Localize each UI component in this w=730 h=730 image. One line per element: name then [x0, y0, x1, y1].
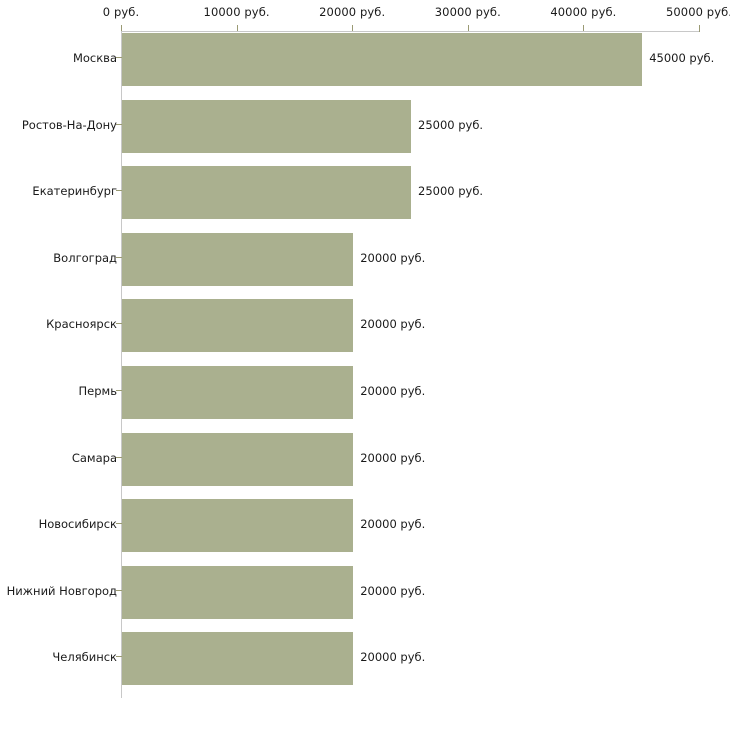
bar[interactable]: [122, 232, 354, 286]
category-label: Новосибирск: [38, 517, 117, 532]
bar[interactable]: [122, 166, 411, 220]
x-axis-tick-mark: [583, 25, 584, 32]
y-axis-line: [121, 32, 122, 698]
bar-row: Самара 20000 руб.: [0, 432, 730, 500]
bar-value-label: 45000 руб.: [649, 51, 715, 65]
y-axis-tick-mark: [116, 589, 122, 591]
bar-row: Пермь 20000 руб.: [0, 365, 730, 433]
bar-row: Новосибирск 20000 руб.: [0, 498, 730, 566]
bar[interactable]: [122, 99, 411, 153]
bar-value-label: 20000 руб.: [360, 517, 426, 532]
x-axis-tick-label: 40000 руб.: [550, 5, 617, 19]
plot-area: Москва 45000 руб. Ростов-На-Дону 25000 р…: [0, 32, 730, 730]
bar-value-label: 20000 руб.: [360, 250, 426, 265]
y-axis-tick-mark: [116, 190, 122, 192]
y-axis-tick-mark: [116, 256, 122, 258]
bar-value-label: 20000 руб.: [360, 650, 426, 665]
bar-row: Нижний Новгород 20000 руб.: [0, 565, 730, 633]
category-label: Нижний Новгород: [6, 583, 117, 598]
bar-row: Челябинск 20000 руб.: [0, 631, 730, 699]
y-axis-tick-mark: [116, 523, 122, 525]
x-axis-tick-mark: [237, 25, 238, 32]
bar-row: Красноярск 20000 руб.: [0, 298, 730, 366]
y-axis-tick-mark: [116, 123, 122, 125]
bar[interactable]: [122, 499, 354, 553]
x-axis-tick-mark: [468, 25, 469, 32]
bar-row: Волгоград 20000 руб.: [0, 232, 730, 300]
category-label: Пермь: [78, 384, 117, 398]
x-axis-tick-mark: [121, 25, 122, 32]
x-axis-tick-mark: [352, 25, 353, 32]
bar-value-label: 25000 руб.: [418, 117, 484, 132]
bar-value-label: 20000 руб.: [360, 450, 426, 465]
bar[interactable]: [122, 366, 354, 419]
category-label: Челябинск: [52, 650, 117, 665]
x-axis-tick-label: 0 руб.: [102, 5, 140, 19]
bar-value-label: 25000 руб.: [418, 184, 484, 199]
bar[interactable]: [122, 632, 354, 686]
bar-value-label: 20000 руб.: [360, 384, 426, 398]
y-axis-tick-mark: [116, 323, 122, 325]
bar[interactable]: [122, 33, 643, 86]
y-axis-tick-mark: [116, 656, 122, 658]
bar-row: Ростов-На-Дону 25000 руб.: [0, 99, 730, 167]
bar-value-label: 20000 руб.: [360, 583, 426, 598]
bar[interactable]: [122, 432, 354, 486]
x-axis-line: [121, 31, 699, 32]
bar-value-label: 20000 руб.: [360, 317, 426, 332]
x-axis-tick-label: 30000 руб.: [434, 5, 501, 19]
y-axis-tick-mark: [116, 390, 122, 391]
category-label: Москва: [72, 51, 117, 65]
y-axis-tick-mark: [116, 57, 122, 58]
bar[interactable]: [122, 565, 354, 619]
x-axis-tick-label: 50000 руб.: [665, 5, 730, 19]
x-axis-tick-label: 20000 руб.: [319, 5, 386, 19]
x-axis-tick-mark: [699, 25, 700, 32]
bar[interactable]: [122, 299, 354, 353]
bar-row: Москва 45000 руб.: [0, 32, 730, 100]
category-label: Самара: [71, 450, 117, 465]
category-label: Красноярск: [46, 317, 117, 332]
x-axis-tick-label: 10000 руб.: [203, 5, 270, 19]
category-label: Волгоград: [53, 250, 117, 265]
category-label: Ростов-На-Дону: [21, 117, 117, 132]
y-axis-tick-mark: [116, 456, 122, 458]
bar-row: Екатеринбург 25000 руб.: [0, 165, 730, 233]
x-axis-top: 0 руб. 10000 руб. 20000 руб. 30000 руб. …: [0, 0, 730, 32]
category-label: Екатеринбург: [32, 184, 117, 199]
